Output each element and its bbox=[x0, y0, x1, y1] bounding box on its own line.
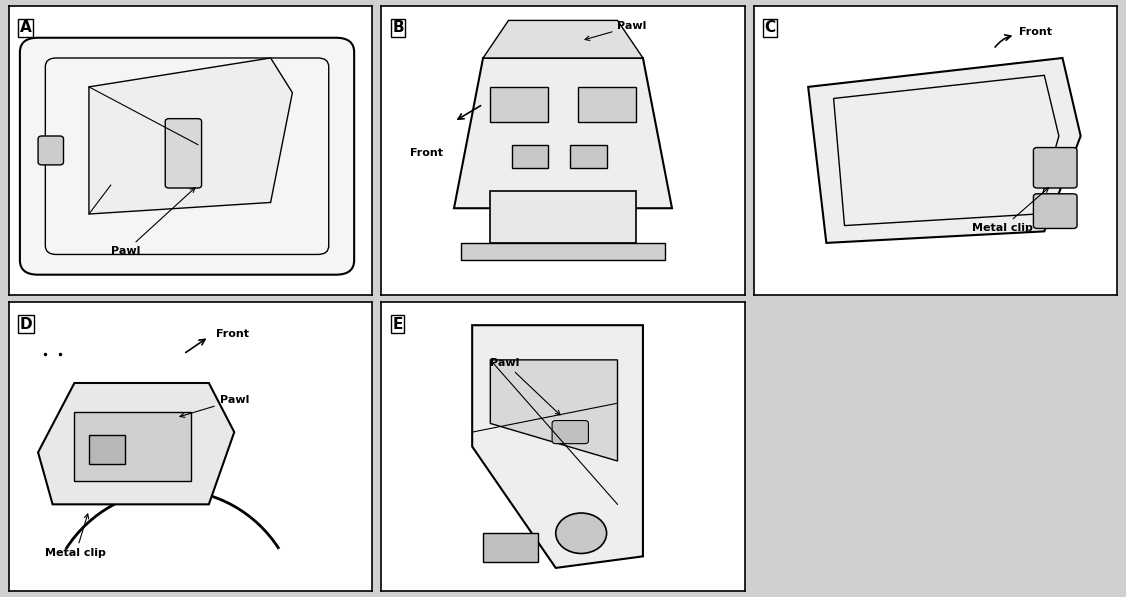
Bar bbox=[490, 191, 636, 243]
Polygon shape bbox=[490, 360, 617, 461]
Bar bbox=[512, 144, 548, 168]
Text: Metal clip: Metal clip bbox=[45, 514, 106, 558]
Text: Pawl: Pawl bbox=[586, 21, 646, 41]
Text: Pawl: Pawl bbox=[490, 358, 560, 415]
Text: D: D bbox=[20, 316, 33, 331]
FancyBboxPatch shape bbox=[20, 38, 355, 275]
Circle shape bbox=[556, 513, 607, 553]
Text: Pawl: Pawl bbox=[180, 395, 249, 417]
Text: Front: Front bbox=[216, 329, 249, 338]
Polygon shape bbox=[454, 58, 672, 208]
Bar bbox=[490, 87, 548, 122]
Bar bbox=[578, 87, 636, 122]
FancyBboxPatch shape bbox=[1034, 194, 1078, 229]
Polygon shape bbox=[808, 58, 1081, 243]
Polygon shape bbox=[89, 58, 293, 214]
Text: C: C bbox=[765, 20, 776, 35]
Text: B: B bbox=[392, 20, 404, 35]
Bar bbox=[74, 412, 190, 481]
Polygon shape bbox=[472, 325, 643, 568]
Text: Pawl: Pawl bbox=[110, 188, 195, 257]
FancyBboxPatch shape bbox=[166, 119, 202, 188]
FancyBboxPatch shape bbox=[552, 420, 589, 444]
FancyBboxPatch shape bbox=[38, 136, 63, 165]
Text: A: A bbox=[20, 20, 32, 35]
Polygon shape bbox=[483, 20, 643, 58]
Bar bbox=[89, 435, 125, 464]
Bar bbox=[483, 533, 537, 562]
Text: Front: Front bbox=[410, 148, 444, 158]
Text: Metal clip: Metal clip bbox=[972, 188, 1048, 233]
Text: Front: Front bbox=[1019, 27, 1052, 37]
Text: E: E bbox=[392, 316, 403, 331]
Bar bbox=[570, 144, 607, 168]
Polygon shape bbox=[38, 383, 234, 504]
Bar bbox=[462, 243, 664, 260]
FancyBboxPatch shape bbox=[1034, 147, 1078, 188]
